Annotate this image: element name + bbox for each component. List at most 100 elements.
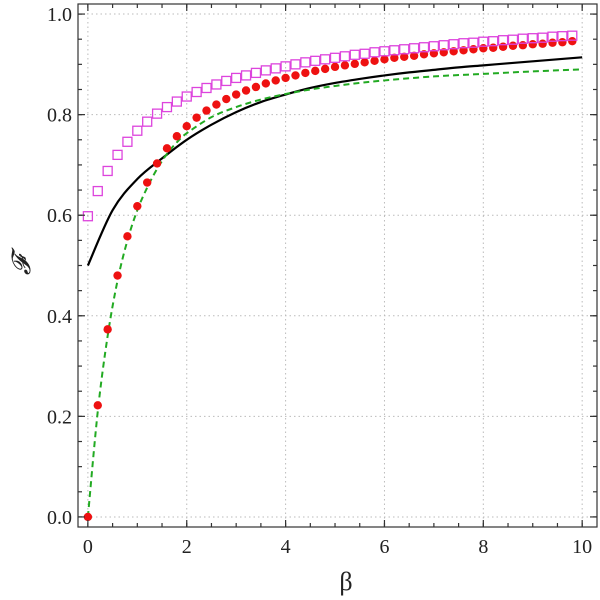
series-point-3 [468, 37, 479, 48]
series-point-3 [478, 36, 489, 47]
plot-area [82, 30, 583, 522]
series-point-2 [340, 61, 350, 70]
series-point-2 [350, 59, 359, 69]
series-point-2 [123, 232, 132, 241]
x-tick-label: 0 [83, 536, 93, 558]
series-point-3 [329, 52, 341, 63]
series-point-2 [568, 37, 577, 46]
series-point-3 [300, 57, 311, 68]
series-point-3 [211, 79, 222, 90]
series-point-2 [320, 64, 330, 74]
series-point-3 [221, 75, 232, 87]
x-tick-label: 10 [572, 536, 592, 558]
series-point-3 [517, 33, 529, 44]
series-point-2 [528, 40, 537, 49]
series-point-3 [171, 96, 183, 107]
series-point-3 [82, 211, 94, 222]
y-tick-label: 0.6 [47, 205, 72, 227]
series-point-2 [400, 52, 409, 62]
series-point-2 [192, 113, 201, 122]
series-point-2 [93, 401, 102, 410]
series-point-2 [469, 45, 478, 54]
series-point-2 [380, 55, 389, 64]
series-point-3 [359, 48, 370, 59]
series-point-2 [222, 94, 231, 104]
series-point-3 [92, 185, 103, 197]
series-point-3 [379, 46, 390, 57]
series-point-3 [181, 91, 192, 102]
series-point-3 [260, 65, 271, 76]
series-point-3 [507, 34, 519, 45]
series-point-3 [161, 101, 173, 113]
series-point-2 [83, 512, 93, 522]
series-point-3 [547, 31, 558, 42]
series-point-2 [370, 56, 379, 66]
axis-ticks: 0 2 4 6 8 10 0.0 0.2 0.4 0.6 0.8 1.0 [47, 4, 597, 558]
series-point-3 [448, 39, 459, 50]
series-point-2 [113, 271, 122, 280]
series-point-2 [291, 71, 300, 80]
series-point-2 [311, 66, 320, 76]
series-point-2 [301, 68, 310, 78]
series-point-3 [151, 108, 163, 119]
series-point-3 [132, 125, 143, 136]
series-point-3 [231, 72, 242, 84]
series-point-2 [538, 39, 547, 48]
series-point-3 [102, 165, 113, 177]
series-point-3 [408, 43, 420, 54]
series-point-3 [567, 30, 578, 41]
series-point-3 [122, 136, 133, 147]
series-point-3 [369, 47, 380, 58]
series-point-3 [399, 44, 410, 55]
series-point-3 [339, 51, 351, 62]
series-point-2 [508, 41, 518, 50]
series-point-3 [389, 45, 400, 56]
series-point-3 [270, 63, 281, 74]
series-point-3 [428, 41, 440, 52]
series-point-3 [527, 33, 538, 44]
series-point-2 [241, 86, 251, 95]
series-point-2 [548, 38, 557, 47]
series-point-3 [191, 86, 202, 98]
series-point-3 [142, 116, 153, 127]
series-point-2 [281, 73, 290, 83]
y-tick-label: 0.4 [47, 306, 72, 328]
series-point-3 [488, 36, 499, 47]
y-tick-label: 0.2 [47, 406, 72, 428]
series-point-3 [497, 35, 509, 46]
series-point-2 [182, 122, 191, 131]
series-point-2 [231, 90, 241, 99]
series-point-2 [202, 106, 211, 115]
x-axis-label: β [339, 567, 352, 596]
series-point-2 [212, 100, 221, 109]
series-point-3 [438, 40, 449, 51]
series-point-3 [280, 61, 291, 72]
grid-lines [78, 4, 597, 527]
series-point-2 [251, 82, 261, 92]
series-point-3 [349, 49, 360, 60]
series-point-2 [172, 132, 182, 141]
series-point-3 [201, 82, 212, 94]
series-point-2 [479, 44, 488, 53]
x-tick-label: 8 [478, 536, 488, 558]
series-point-3 [250, 67, 262, 79]
series-point-2 [489, 43, 498, 52]
series-point-3 [319, 54, 331, 65]
series-point-2 [390, 53, 399, 63]
series-point-2 [498, 42, 508, 51]
x-tick-label: 2 [182, 536, 192, 558]
series-point-3 [418, 42, 430, 53]
y-tick-label: 0.0 [47, 507, 72, 529]
series-point-2 [409, 51, 419, 60]
series-point-2 [152, 159, 162, 168]
series-point-2 [162, 144, 172, 153]
y-axis-label: 𝓕 [7, 247, 36, 275]
series-point-2 [518, 41, 528, 50]
series-point-2 [261, 79, 271, 88]
series-point-2 [103, 325, 112, 334]
y-tick-label: 0.8 [47, 105, 72, 127]
series-point-3 [557, 31, 568, 42]
series-point-3 [310, 55, 321, 66]
series-point-3 [537, 32, 548, 43]
